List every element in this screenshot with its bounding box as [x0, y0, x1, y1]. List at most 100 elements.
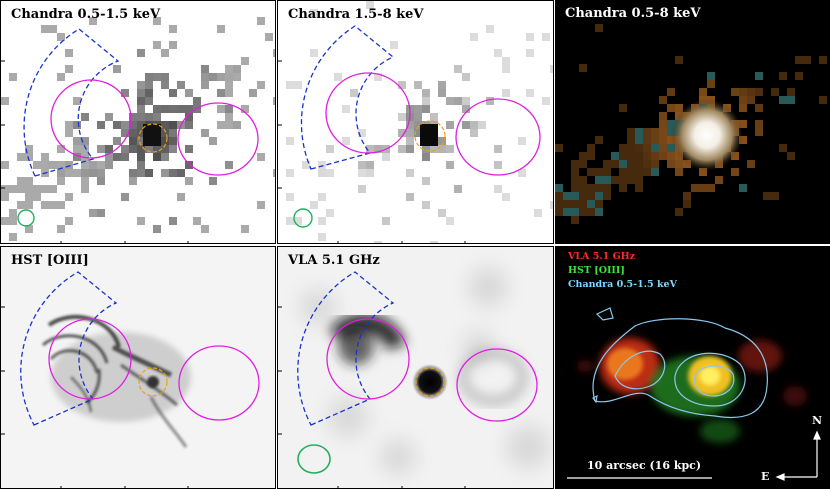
- xray-pixel: [595, 208, 603, 216]
- xray-pixel: [137, 145, 145, 153]
- xray-pixel: [97, 177, 105, 185]
- xray-pixel: [161, 81, 169, 89]
- xray-pixel: [121, 153, 129, 161]
- xray-pixel: [502, 89, 510, 97]
- xray-pixel: [579, 152, 587, 160]
- xray-pixel: [25, 153, 33, 161]
- legend-vla: VLA 5.1 GHz: [568, 251, 636, 262]
- xray-pixel: [185, 121, 193, 129]
- xray-pixel: [137, 129, 145, 137]
- xray-pixel: [587, 192, 595, 200]
- xray-pixel: [169, 25, 177, 33]
- xray-pixel: [707, 80, 715, 88]
- xray-pixel: [217, 25, 225, 33]
- xray-pixel: [659, 96, 667, 104]
- xray-pixel: [145, 81, 153, 89]
- xray-pixel: [422, 177, 430, 185]
- xray-pixel: [97, 161, 105, 169]
- xray-pixel: [414, 105, 422, 113]
- xray-pixel: [635, 152, 643, 160]
- xray-pixel: [145, 169, 153, 177]
- xray-pixel: [555, 184, 563, 192]
- xray-pixel: [486, 97, 494, 105]
- xray-pixel: [241, 225, 249, 233]
- xray-pixel: [318, 169, 326, 177]
- xray-core-pixel: [420, 124, 438, 146]
- xray-pixel: [446, 161, 454, 169]
- xray-pixel: [446, 217, 454, 225]
- chandra-rgb-image: [555, 24, 827, 224]
- xray-pixel: [731, 88, 739, 96]
- xray-pixel: [81, 113, 89, 121]
- nucleus-circle: [138, 367, 168, 397]
- xray-pixel: [121, 121, 129, 129]
- xray-pixel: [225, 161, 233, 169]
- compass-arrows: [775, 430, 821, 481]
- xray-pixel: [603, 192, 611, 200]
- xray-pixel: [161, 105, 169, 113]
- xray-pixel: [217, 105, 225, 113]
- xray-pixel: [25, 225, 33, 233]
- xray-pixel: [382, 217, 390, 225]
- xray-pixel: [683, 192, 691, 200]
- xray-pixel: [779, 96, 787, 104]
- xray-pixel: [342, 105, 350, 113]
- xray-pixel: [699, 184, 707, 192]
- sw-lobe-ellipse: [178, 345, 260, 421]
- xray-pixel: [643, 152, 651, 160]
- xray-pixel: [65, 65, 73, 73]
- xray-pixel: [273, 169, 275, 177]
- hst-oiii-image: [1, 271, 260, 488]
- xray-pixel: [430, 113, 438, 121]
- xray-pixel: [9, 209, 17, 217]
- xray-pixel: [1, 97, 9, 105]
- xray-pixel: [563, 208, 571, 216]
- xray-pixel: [161, 145, 169, 153]
- xray-pixel: [201, 65, 209, 73]
- xray-pixel: [9, 185, 17, 193]
- xray-pixel: [137, 97, 145, 105]
- xray-pixel: [286, 137, 294, 145]
- xray-pixel: [350, 89, 358, 97]
- xray-pixel: [209, 177, 217, 185]
- xray-pixel: [795, 72, 803, 80]
- xray-pixel: [358, 129, 366, 137]
- xray-pixel: [787, 152, 795, 160]
- xray-pixel: [422, 153, 430, 161]
- xray-pixel: [89, 17, 97, 25]
- xray-pixel: [9, 217, 17, 225]
- xray-pixel: [595, 192, 603, 200]
- row-divider: [0, 244, 830, 246]
- xray-pixel: [57, 33, 65, 41]
- xray-pixel: [1, 161, 9, 169]
- xray-pixel: [579, 64, 587, 72]
- xray-pixel: [635, 176, 643, 184]
- sw-lobe-ellipse: [455, 98, 541, 176]
- xray-pixel: [747, 96, 755, 104]
- xray-pixel: [707, 184, 715, 192]
- xray-pixel: [526, 33, 534, 41]
- vla-image: [278, 267, 550, 488]
- xray-pixel: [414, 129, 422, 137]
- xray-pixel: [779, 72, 787, 80]
- ne-lobe-ellipse: [50, 79, 132, 159]
- xray-pixel: [550, 65, 553, 73]
- xray-pixel: [25, 177, 33, 185]
- xray-pixel: [137, 89, 145, 97]
- xray-pixel: [779, 144, 787, 152]
- ne-lobe-ellipse: [48, 318, 132, 400]
- xray-pixel: [113, 65, 121, 73]
- xray-pixel: [619, 176, 627, 184]
- xray-pixel: [595, 24, 603, 32]
- xray-pixel: [121, 193, 129, 201]
- xray-pixel: [225, 81, 233, 89]
- xray-pixel: [438, 89, 446, 97]
- xray-pixel: [273, 97, 275, 105]
- xray-pixel: [137, 217, 145, 225]
- xray-pixel: [406, 145, 414, 153]
- xray-pixel: [659, 128, 667, 136]
- xray-pixel: [81, 137, 89, 145]
- xray-pixel: [643, 136, 651, 144]
- xray-pixel: [113, 137, 121, 145]
- xray-pixel: [635, 184, 643, 192]
